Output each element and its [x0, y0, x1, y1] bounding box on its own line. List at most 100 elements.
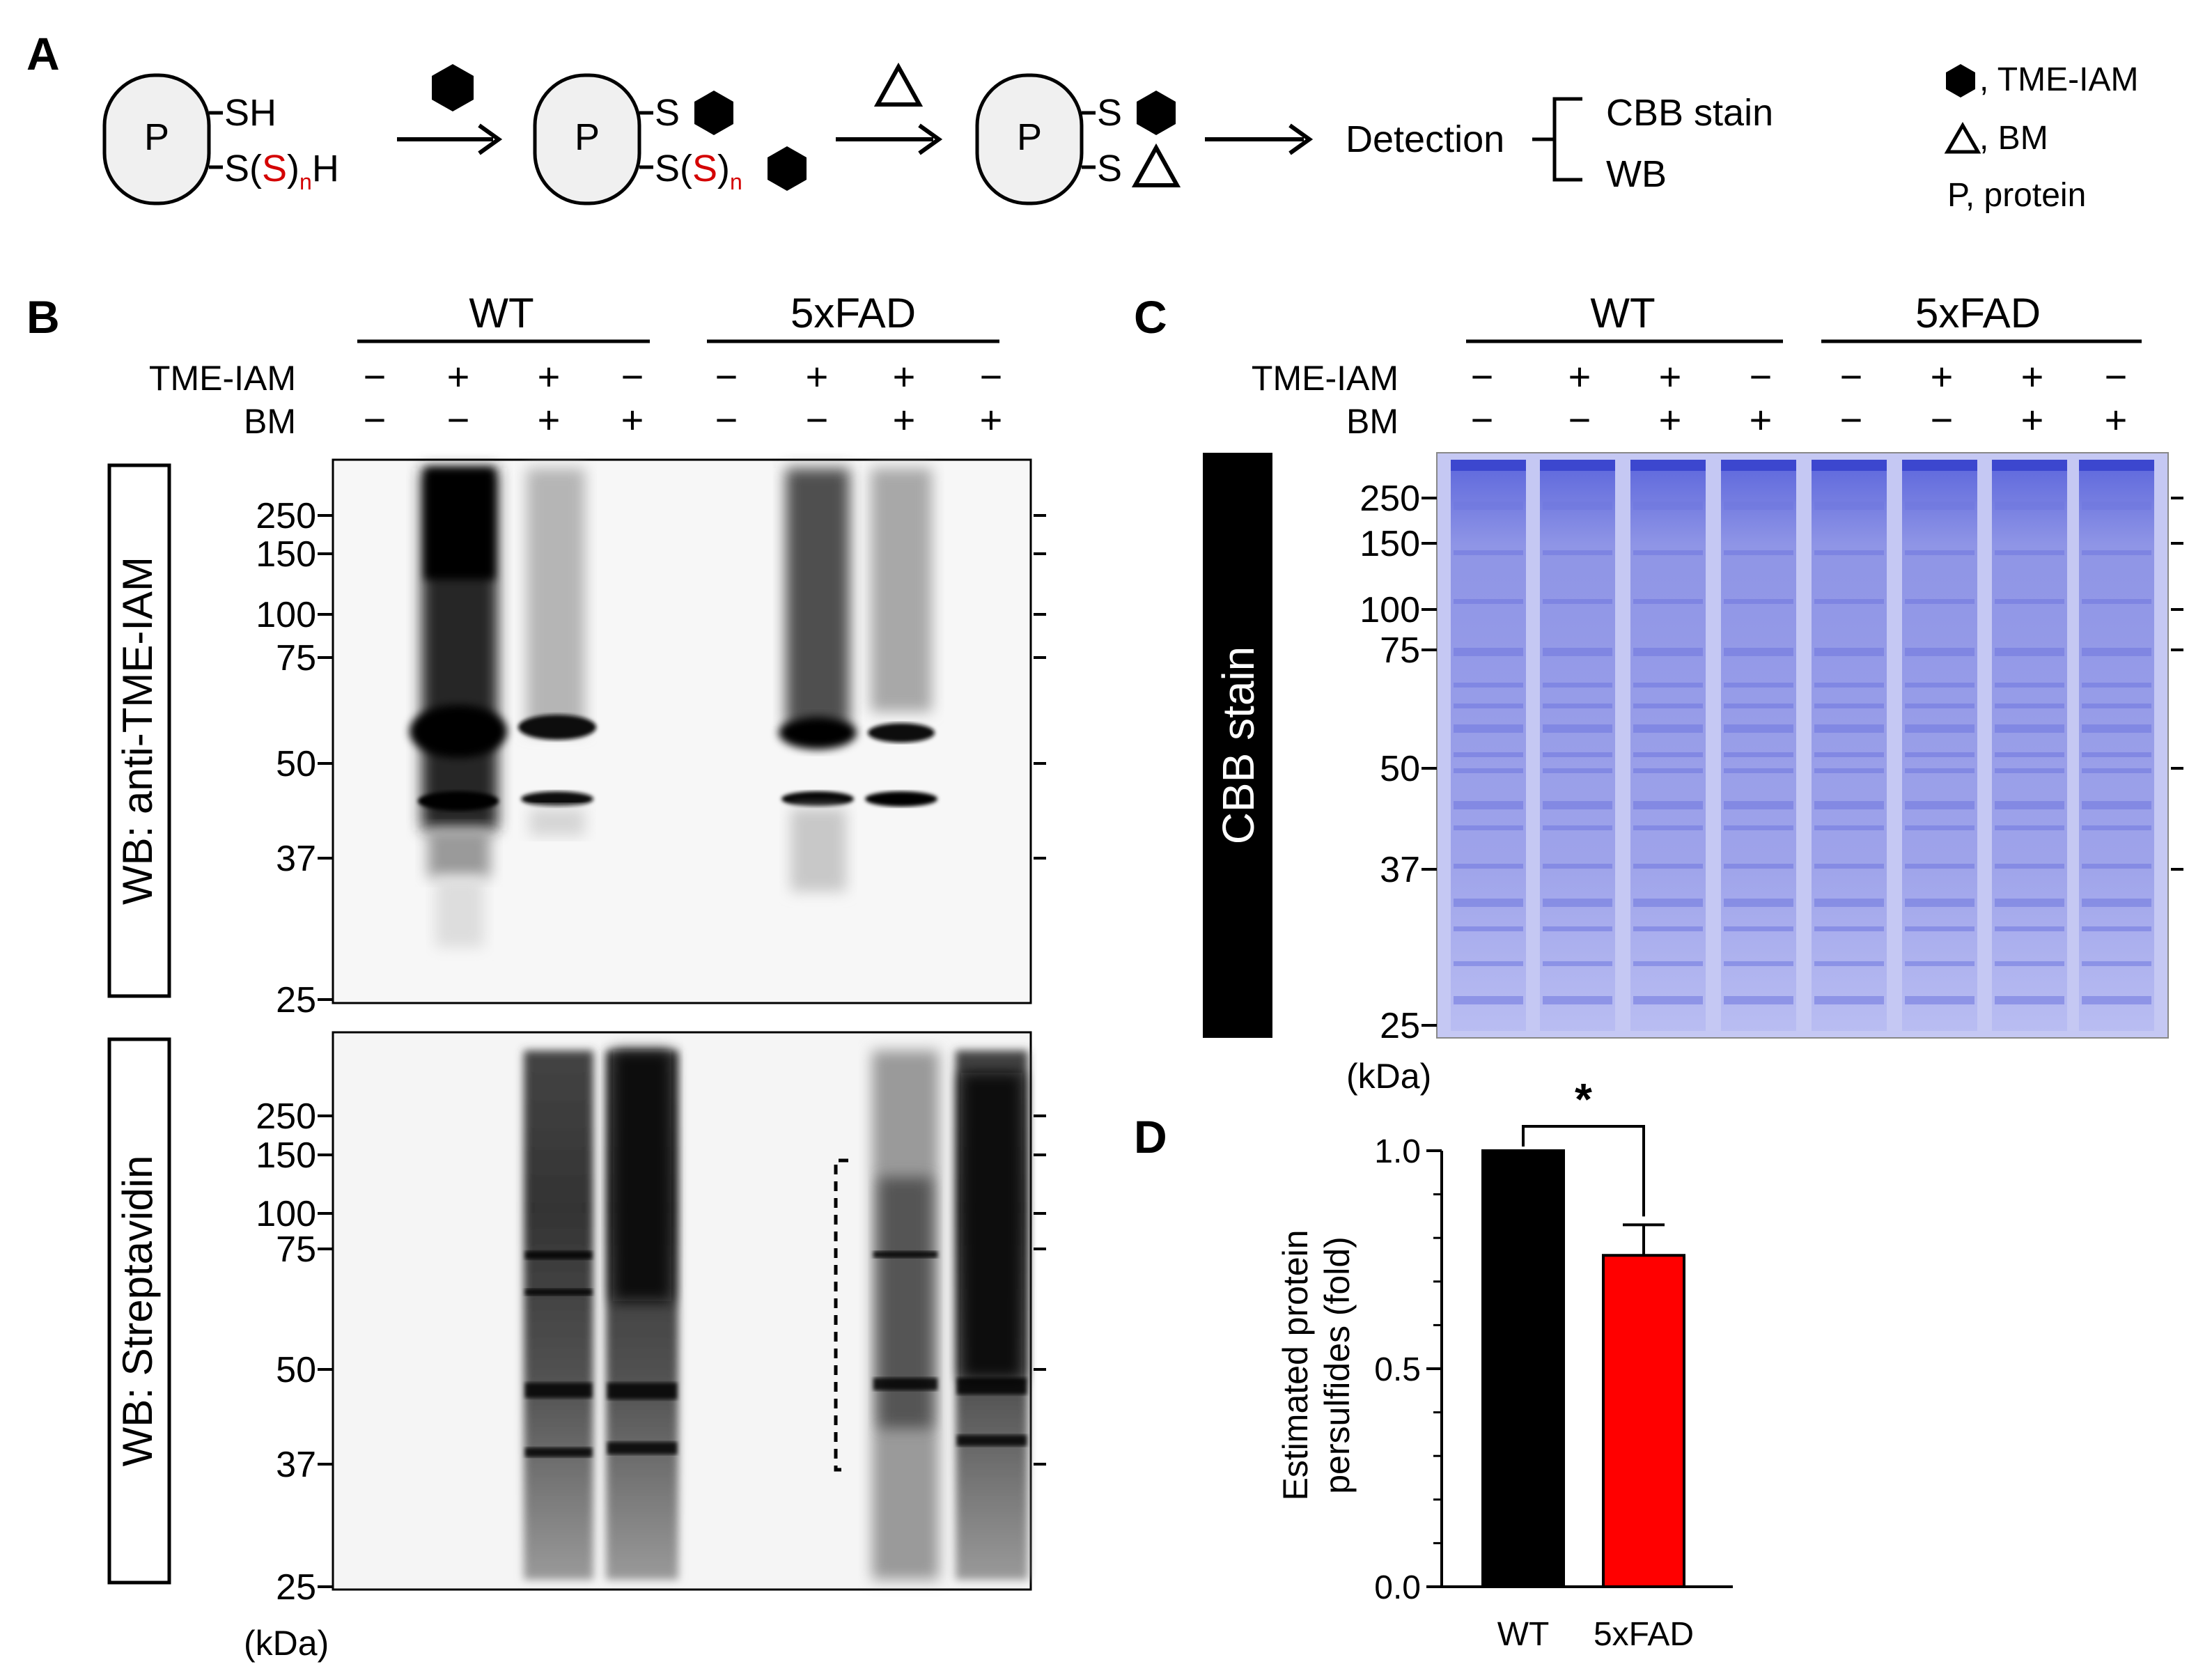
cbb-band — [1543, 704, 1612, 708]
cbb-band — [1543, 599, 1612, 604]
significance-star: * — [1575, 1074, 1592, 1124]
bm-sign: + — [980, 398, 1003, 442]
cbb-band — [1814, 683, 1884, 687]
cbb-label: CBB stain — [1213, 646, 1263, 845]
legend-bm: , BM — [1979, 120, 2048, 157]
persulfide-label-1: S(S)nH — [224, 148, 339, 194]
tme-iam-sign: + — [447, 355, 470, 398]
cbb-band — [1543, 825, 1612, 830]
b-bm-row-label: BM — [244, 402, 296, 441]
cbb-band — [1633, 724, 1703, 733]
bm-sign: − — [715, 398, 738, 442]
mw-marker-label: 100 — [256, 1194, 316, 1234]
bm-sign: − — [1568, 398, 1591, 442]
c-5xfad-header: 5xFAD — [1915, 290, 2041, 336]
cbb-band — [1905, 801, 1975, 809]
cbb-band — [1543, 752, 1612, 757]
bm-sign: − — [364, 398, 387, 442]
cbb-band — [1633, 899, 1703, 907]
c-kda-label: (kDa) — [1346, 1057, 1431, 1096]
cbb-lane — [1992, 460, 2067, 1031]
cbb-band — [1814, 550, 1884, 555]
mw-marker-label: 150 — [256, 534, 316, 575]
cbb-band — [1633, 996, 1703, 1004]
thioether-label-3a: S — [1097, 92, 1122, 134]
cbb-band — [1814, 704, 1884, 708]
cbb-band — [1543, 724, 1612, 733]
cbb-lanes — [1451, 460, 2154, 1031]
cbb-band — [1543, 926, 1612, 931]
cbb-band — [2082, 648, 2151, 656]
cbb-band — [1454, 825, 1523, 830]
cbb-band — [1995, 550, 2064, 555]
tme-iam-sign: + — [806, 355, 829, 398]
cbb-band — [1814, 724, 1884, 733]
blot-top-label-box — [107, 463, 171, 998]
cbb-band — [1905, 996, 1975, 1004]
cbb-well-band — [1812, 460, 1887, 471]
cbb-band — [1995, 648, 2064, 656]
cbb-well-band — [2079, 460, 2154, 471]
cbb-band — [1454, 648, 1523, 656]
cbb-band — [1905, 961, 1975, 966]
tme-iam-sign: − — [1750, 355, 1773, 398]
cbb-band — [2082, 502, 2151, 510]
cbb-band — [1995, 825, 2064, 830]
cbb-band — [1905, 704, 1975, 708]
hexagon-icon — [1137, 91, 1176, 135]
cbb-band — [1995, 899, 2064, 907]
cbb-band — [2082, 864, 2151, 869]
tme-iam-sign: − — [1471, 355, 1494, 398]
cbb-band — [1995, 704, 2064, 708]
panel-b: B WT 5xFAD TME-IAM BM − + + − − + + −− − + + − − + + — [26, 290, 1046, 1663]
cbb-band — [1814, 961, 1884, 966]
mw-marker-label: 100 — [1360, 590, 1420, 630]
mw-marker-label: 37 — [1380, 850, 1420, 890]
tme-iam-sign: − — [621, 355, 644, 398]
cbb-band — [1724, 864, 1793, 869]
cbb-band — [1905, 926, 1975, 931]
protein-shape-1 — [102, 73, 211, 205]
cbb-band — [1814, 825, 1884, 830]
mw-marker-label: 50 — [276, 744, 316, 784]
cbb-band — [1905, 752, 1975, 757]
cbb-band — [1454, 502, 1523, 510]
blot-top-label: WB: anti-TME-IAM — [114, 557, 161, 905]
cbb-lane — [2079, 460, 2154, 1031]
cbb-band — [1995, 502, 2064, 510]
cbb-band — [2082, 683, 2151, 687]
cbb-band — [1724, 752, 1793, 757]
cbb-band — [2082, 961, 2151, 966]
cbb-band — [1724, 926, 1793, 931]
cbb-lane — [1902, 460, 1977, 1031]
cbb-band — [1633, 864, 1703, 869]
cbb-band — [1633, 801, 1703, 809]
cbb-band — [1814, 996, 1884, 1004]
cbb-band — [1814, 864, 1884, 869]
cbb-well-band — [1992, 460, 2067, 471]
cbb-band — [1543, 550, 1612, 555]
mw-marker-label: 37 — [276, 839, 316, 879]
cbb-band — [1454, 724, 1523, 733]
cbb-band — [1995, 996, 2064, 1004]
persulfide-label-2: S(S)n — [655, 148, 742, 194]
mw-marker-label: 250 — [256, 496, 316, 536]
cbb-band — [1724, 996, 1793, 1004]
legend-hexagon-icon — [1946, 64, 1975, 98]
cbb-lane — [1451, 460, 1526, 1031]
tme-iam-sign: + — [1931, 355, 1954, 398]
cbb-band — [1454, 899, 1523, 907]
mw-marker-label: 100 — [256, 595, 316, 635]
cbb-band — [1454, 996, 1523, 1004]
cbb-lane — [1540, 460, 1615, 1031]
cbb-band — [1814, 768, 1884, 773]
tme-iam-sign: − — [715, 355, 738, 398]
cbb-band — [1814, 926, 1884, 931]
y-tick-label: 1.0 — [1374, 1133, 1421, 1170]
cbb-band — [1633, 648, 1703, 656]
panel-a: A P SH S(S)nH P S S(S)n P S S — [26, 28, 2138, 214]
protein-label-3: P — [1017, 116, 1042, 158]
cbb-band — [1543, 502, 1612, 510]
cbb-band — [1995, 926, 2064, 931]
